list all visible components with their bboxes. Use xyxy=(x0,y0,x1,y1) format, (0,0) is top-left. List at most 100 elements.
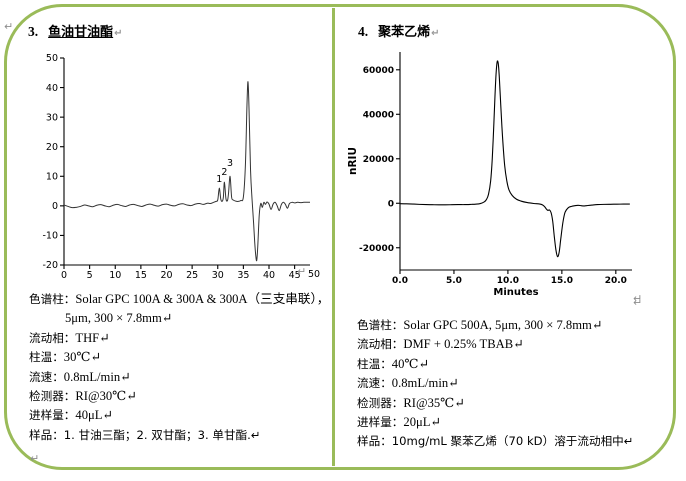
spec-value: 10mg/mL 聚苯乙烯（70 kD）溶于流动相中↵ xyxy=(391,434,634,449)
peak-label: 1 xyxy=(216,174,222,185)
axis-tick-label: 15.0 xyxy=(551,276,573,286)
spec-label: 进样量： xyxy=(29,408,76,423)
specs-right: 色谱柱：Solar GPC 500A, 5μm, 300 × 7.8mm↵ 流动… xyxy=(357,316,677,452)
pilcrow-mark-left-tail: ↵ xyxy=(30,452,40,465)
spec-label: 检测器： xyxy=(29,389,76,404)
chart-right-ylabel: nRIU xyxy=(347,147,359,175)
green-rounded-frame xyxy=(4,4,676,470)
axis-tick-label: 10 xyxy=(46,171,58,182)
axis-tick-label: 35 xyxy=(237,270,249,281)
pilcrow-mark-top-left: ↵ xyxy=(4,20,14,33)
axis-tick-label: -20000 xyxy=(359,244,394,254)
axis-tick-label: 60000 xyxy=(363,66,394,76)
axis-tick-label: 15 xyxy=(135,270,147,281)
peak-label: 3 xyxy=(227,158,233,169)
spec-row: 流动相：DMF + 0.25% TBAB↵ xyxy=(357,335,677,354)
spec-value: 40μL↵ xyxy=(75,408,113,423)
spec-label: 流动相： xyxy=(357,337,404,352)
spec-value: THF↵ xyxy=(75,330,110,345)
panel-right-title: 4. 聚苯乙烯↵ xyxy=(358,21,440,40)
spec-value: 20μL↵ xyxy=(403,415,441,430)
spec-label: 进样量： xyxy=(357,415,404,430)
axis-tick-label: 10 xyxy=(109,270,121,281)
spec-label: 流动相： xyxy=(29,330,76,345)
spec-value: 30℃↵ xyxy=(63,350,102,365)
spec-value: 1. 甘油三酯；2. 双甘酯；3. 单甘酯.↵ xyxy=(63,427,261,442)
chart-right-svg: -20000 0 20000 40000 60000 0.0 5.0 10.0 15.0 20.… xyxy=(347,52,632,298)
specs-left: 色谱柱：Solar GPC 100A & 300A & 300A（三支串联）， … xyxy=(29,290,329,445)
spec-label: 色谱柱： xyxy=(357,318,404,332)
axis-tick-label: -10 xyxy=(42,231,58,242)
chart-fish-oil-glyceride: -20 -10 0 10 20 30 40 50 0 5 10 15 20 25 30 35 40 45 50 1… xyxy=(22,40,332,290)
panel-left-number: 3. xyxy=(28,24,39,39)
panel-left-title-text: 鱼油甘油酯 xyxy=(48,25,114,40)
axis-tick-label: 30 xyxy=(46,112,58,123)
axis-tick-label: 40 xyxy=(46,83,58,94)
axis-tick-label: 20 xyxy=(160,270,172,281)
axis-tick-label: 0 xyxy=(388,199,394,209)
spec-row: 检测器：RI@35℃↵ xyxy=(357,394,677,413)
spec-value: RI@35℃↵ xyxy=(403,395,465,410)
chart-series-line xyxy=(399,60,630,258)
chart-left-axes xyxy=(63,58,310,266)
pilcrow-mark-right-tail: ↵ xyxy=(633,296,643,309)
spec-row: 进样量：20μL↵ xyxy=(357,413,677,432)
panel-left-title: 3. 鱼油甘油酯↵ xyxy=(28,21,123,40)
chart-right-xlabel: Minutes xyxy=(493,287,538,298)
spec-value: DMF + 0.25% TBAB↵ xyxy=(403,337,524,352)
spec-row: 5μm, 300 × 7.8mm↵ xyxy=(29,309,329,328)
spec-row: 样品：10mg/mL 聚苯乙烯（70 kD）溶于流动相中↵ xyxy=(357,432,677,451)
spec-row: 样品：1. 甘油三酯；2. 双甘酯；3. 单甘酯.↵ xyxy=(29,426,329,445)
spec-label: 样品： xyxy=(29,427,64,442)
spec-row: 检测器：RI@30℃↵ xyxy=(29,387,329,406)
axis-tick-label: 20.0 xyxy=(605,276,627,286)
spec-row: 流速：0.8mL/min↵ xyxy=(357,374,677,393)
spec-value: 0.8mL/min↵ xyxy=(391,376,459,391)
panel-left-title-pilcrow: ↵ xyxy=(114,28,123,39)
pilcrow-mark-left-axis: ↵ xyxy=(297,265,307,278)
spec-row: 柱温：30℃↵ xyxy=(29,348,329,367)
axis-tick-label: 40 xyxy=(263,270,275,281)
axis-tick-label: 20 xyxy=(46,142,58,153)
spec-label: 柱温： xyxy=(29,350,64,365)
axis-tick-label: 10.0 xyxy=(497,276,519,286)
panel-right-title-text: 聚苯乙烯 xyxy=(378,25,431,40)
spec-row: 流速：0.8mL/min↵ xyxy=(29,368,329,387)
spec-label: 流速： xyxy=(357,376,392,391)
axis-tick-label: 0.0 xyxy=(392,276,408,286)
peak-label: 2 xyxy=(221,167,227,178)
axis-tick-label: 0 xyxy=(52,201,58,212)
axis-tick-label: 45 xyxy=(289,270,301,281)
panel-fish-oil-glyceride: 3. 鱼油甘油酯↵ -20 -10 0 10 20 30 40 50 0 5 10 15 20 25 30 3… xyxy=(0,0,333,481)
spec-row: 进样量：40μL↵ xyxy=(29,406,329,425)
chart-series-line xyxy=(63,81,310,262)
spec-row: 柱温：40℃↵ xyxy=(357,355,677,374)
spec-label: 柱温： xyxy=(357,356,392,371)
axis-tick-label: -20 xyxy=(42,260,58,271)
spec-label: 色谱柱： xyxy=(29,292,76,306)
axis-tick-label: 0 xyxy=(61,270,67,281)
spec-row: 流动相：THF↵ xyxy=(29,329,329,348)
chart-polystyrene: -20000 0 20000 40000 60000 0.0 5.0 10.0 15.0 20.… xyxy=(342,42,672,302)
axis-tick-label: 50 xyxy=(46,53,58,64)
axis-tick-label: 5 xyxy=(87,270,93,281)
spec-label: 流速： xyxy=(29,369,64,384)
chart-left-svg: -20 -10 0 10 20 30 40 50 0 5 10 15 20 25 30 35 40 45 50 1… xyxy=(42,53,320,281)
spec-value: Solar GPC 500A, 5μm, 300 × 7.8mm↵ xyxy=(403,318,603,332)
spec-row: 色谱柱：Solar GPC 100A & 300A & 300A（三支串联）， xyxy=(29,290,329,309)
axis-tick-label: 30 xyxy=(212,270,224,281)
axis-tick-label: 50 xyxy=(308,269,320,280)
spec-value: 40℃↵ xyxy=(391,356,430,371)
axis-tick-label: 25 xyxy=(186,270,198,281)
spec-label: 检测器： xyxy=(357,395,404,410)
axis-tick-label: 5.0 xyxy=(446,276,462,286)
axis-tick-label: 40000 xyxy=(363,110,394,120)
spec-value: Solar GPC 100A & 300A & 300A（三支串联）， xyxy=(75,292,330,306)
spec-value: 5μm, 300 × 7.8mm↵ xyxy=(65,311,173,326)
chart-right-axes xyxy=(399,52,632,271)
spec-value: RI@30℃↵ xyxy=(75,389,137,404)
panel-divider xyxy=(332,8,335,466)
spec-label: 样品： xyxy=(357,434,392,449)
panel-right-title-pilcrow: ↵ xyxy=(431,28,440,39)
